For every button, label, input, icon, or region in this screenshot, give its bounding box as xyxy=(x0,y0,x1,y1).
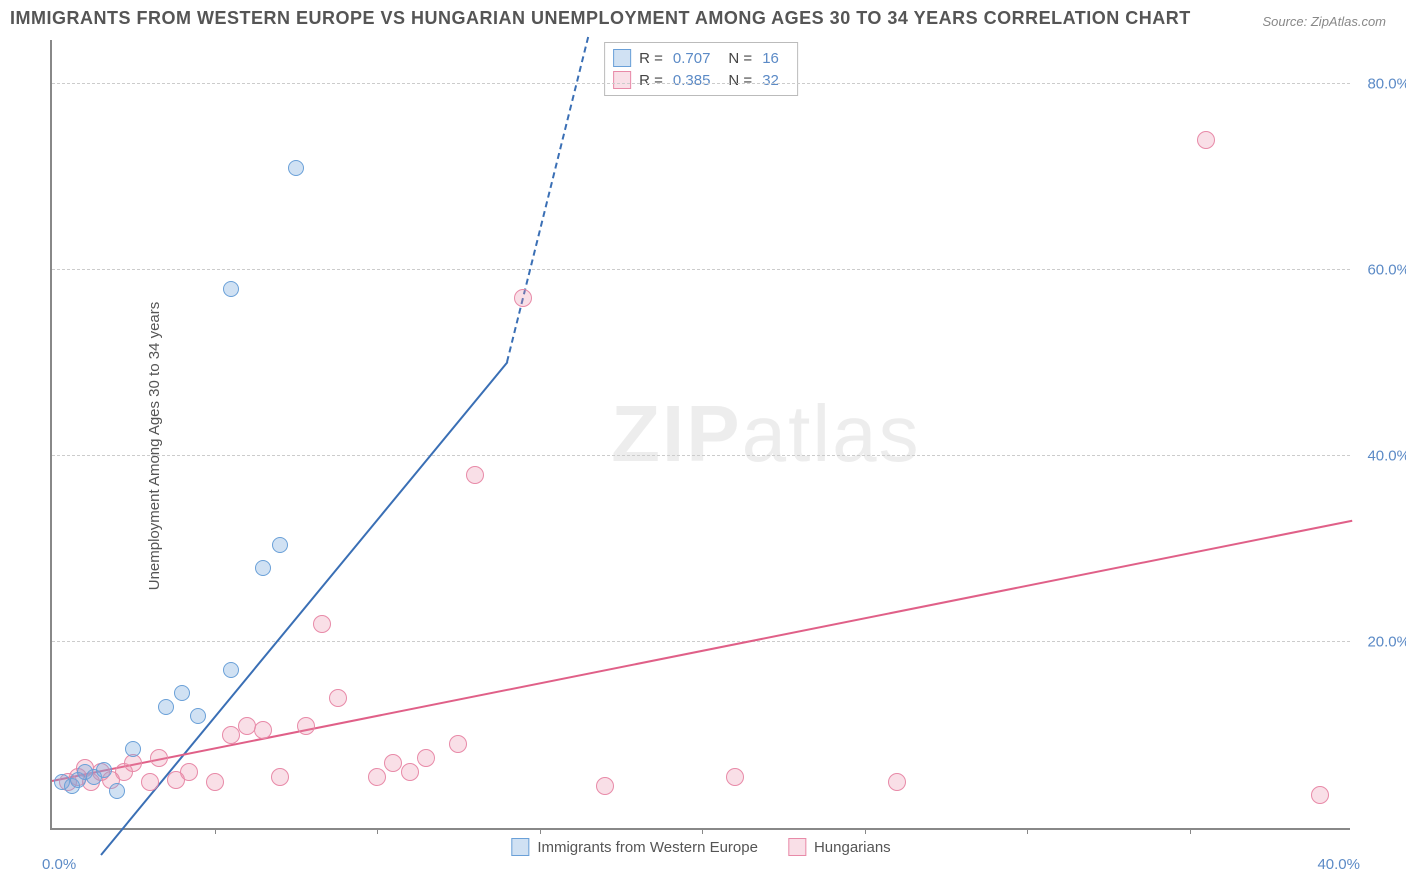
data-point-pink xyxy=(1311,786,1329,804)
r-label: R = xyxy=(639,72,663,89)
data-point-blue xyxy=(109,783,125,799)
trend-line xyxy=(100,362,508,856)
data-point-pink xyxy=(384,754,402,772)
y-tick-label: 60.0% xyxy=(1367,262,1406,279)
data-point-pink xyxy=(141,773,159,791)
legend-row-blue: R = 0.707 N = 16 xyxy=(613,47,789,69)
data-point-pink xyxy=(1197,131,1215,149)
data-point-blue xyxy=(272,537,288,553)
trend-line xyxy=(52,519,1352,781)
series-label-pink: Hungarians xyxy=(814,839,891,856)
n-label: N = xyxy=(728,50,752,67)
data-point-pink xyxy=(238,717,256,735)
x-tick xyxy=(1027,828,1028,834)
data-point-pink xyxy=(180,763,198,781)
data-point-blue xyxy=(174,685,190,701)
x-tick xyxy=(702,828,703,834)
x-tick xyxy=(215,828,216,834)
legend-row-pink: R = 0.385 N = 32 xyxy=(613,69,789,91)
data-point-pink xyxy=(726,768,744,786)
data-point-pink xyxy=(417,749,435,767)
watermark-atlas: atlas xyxy=(742,389,921,478)
n-value-blue: 16 xyxy=(762,50,779,67)
r-value-pink: 0.385 xyxy=(673,72,711,89)
legend-item-blue: Immigrants from Western Europe xyxy=(511,838,758,856)
data-point-blue xyxy=(255,560,271,576)
r-label: R = xyxy=(639,50,663,67)
data-point-pink xyxy=(449,735,467,753)
data-point-pink xyxy=(888,773,906,791)
data-point-blue xyxy=(223,662,239,678)
watermark: ZIPatlas xyxy=(611,388,920,480)
swatch-pink xyxy=(788,838,806,856)
data-point-pink xyxy=(401,763,419,781)
scatter-plot-area: ZIPatlas R = 0.707 N = 16 R = 0.385 N = … xyxy=(50,40,1350,830)
y-tick-label: 20.0% xyxy=(1367,634,1406,651)
swatch-pink xyxy=(613,71,631,89)
n-label: N = xyxy=(728,72,752,89)
x-tick xyxy=(1190,828,1191,834)
data-point-blue xyxy=(288,160,304,176)
n-value-pink: 32 xyxy=(762,72,779,89)
x-tick xyxy=(865,828,866,834)
y-tick-label: 40.0% xyxy=(1367,448,1406,465)
x-axis-min-label: 0.0% xyxy=(42,856,76,873)
gridline xyxy=(52,269,1350,270)
legend-item-pink: Hungarians xyxy=(788,838,891,856)
data-point-blue xyxy=(125,741,141,757)
swatch-blue xyxy=(511,838,529,856)
data-point-pink xyxy=(271,768,289,786)
data-point-pink xyxy=(596,777,614,795)
data-point-pink xyxy=(254,721,272,739)
data-point-pink xyxy=(150,749,168,767)
data-point-blue xyxy=(158,699,174,715)
trend-line-extrapolated xyxy=(506,37,589,363)
data-point-blue xyxy=(96,762,112,778)
swatch-blue xyxy=(613,49,631,67)
x-tick xyxy=(540,828,541,834)
series-label-blue: Immigrants from Western Europe xyxy=(537,839,758,856)
data-point-pink xyxy=(222,726,240,744)
gridline xyxy=(52,641,1350,642)
chart-title: IMMIGRANTS FROM WESTERN EUROPE VS HUNGAR… xyxy=(10,8,1191,29)
correlation-legend: R = 0.707 N = 16 R = 0.385 N = 32 xyxy=(604,42,798,96)
data-point-pink xyxy=(466,466,484,484)
gridline xyxy=(52,455,1350,456)
data-point-pink xyxy=(297,717,315,735)
y-tick-label: 80.0% xyxy=(1367,76,1406,93)
x-tick xyxy=(377,828,378,834)
x-axis-max-label: 40.0% xyxy=(1317,856,1360,873)
source-attribution: Source: ZipAtlas.com xyxy=(1262,14,1386,29)
series-legend: Immigrants from Western Europe Hungarian… xyxy=(511,838,890,856)
data-point-pink xyxy=(329,689,347,707)
data-point-pink xyxy=(206,773,224,791)
data-point-pink xyxy=(514,289,532,307)
gridline xyxy=(52,83,1350,84)
data-point-blue xyxy=(223,281,239,297)
r-value-blue: 0.707 xyxy=(673,50,711,67)
data-point-pink xyxy=(313,615,331,633)
watermark-zip: ZIP xyxy=(611,389,741,478)
data-point-pink xyxy=(368,768,386,786)
data-point-blue xyxy=(190,708,206,724)
